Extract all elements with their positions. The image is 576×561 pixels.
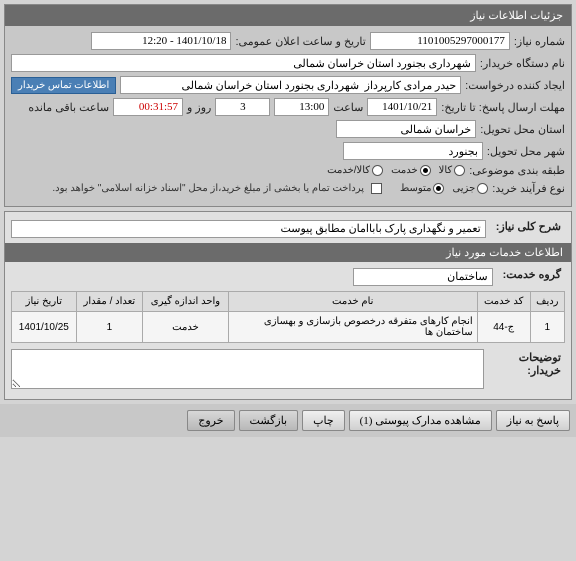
td-name: انجام کارهای متفرقه درخصوص بازسازی و بهس… [228,312,477,343]
table-header-row: ردیف کد خدمت نام خدمت واحد اندازه گیری ت… [12,292,565,312]
desc-label: شرح کلی نیاز: [492,218,565,235]
th-qty: تعداد / مقدار [76,292,142,312]
deadline-date-field [367,98,437,116]
process-label: نوع فرآیند خرید: [492,182,565,195]
payment-checkbox[interactable]: پرداخت تمام یا بخشی از مبلغ خرید،از محل … [48,181,382,196]
panel-title: جزئیات اطلاعات نیاز [5,5,571,26]
th-date: تاریخ نیاز [12,292,77,312]
time-label-1: ساعت [333,101,363,114]
announce-field [91,32,231,50]
desc-field [11,220,486,238]
back-button[interactable]: بازگشت [239,410,299,431]
services-table: ردیف کد خدمت نام خدمت واحد اندازه گیری ت… [11,291,565,343]
group-field [353,268,493,286]
th-unit: واحد اندازه گیری [143,292,229,312]
proc-minor-option[interactable]: جزیی [452,183,488,194]
buyer-field [11,54,476,72]
docs-button[interactable]: مشاهده مدارک پیوستی (1) [349,410,492,431]
province-field [336,120,476,138]
exit-button[interactable]: خروج [187,410,234,431]
contact-button[interactable]: اطلاعات تماس خریدار [11,77,116,94]
services-header: اطلاعات خدمات مورد نیاز [5,243,571,262]
cat-both-option[interactable]: کالا/خدمت [327,165,383,176]
print-button[interactable]: چاپ [302,410,345,431]
need-no-label: شماره نیاز: [514,35,565,48]
th-idx: ردیف [530,292,564,312]
cat-service-option[interactable]: خدمت [391,165,431,176]
td-code: ج-44 [477,312,530,343]
requester-label: ایجاد کننده درخواست: [465,79,565,92]
category-label: طبقه بندی موضوعی: [469,164,565,177]
radio-icon [433,183,444,194]
td-date: 1401/10/25 [12,312,77,343]
province-label: استان محل تحویل: [480,123,565,136]
deadline-label: مهلت ارسال پاسخ: تا تاریخ: [441,101,565,114]
panel-body: شماره نیاز: تاریخ و ساعت اعلان عمومی: نا… [5,26,571,206]
radio-icon [420,165,431,176]
group-label: گروه خدمت: [499,266,565,283]
details-panel: جزئیات اطلاعات نیاز شماره نیاز: تاریخ و … [4,4,572,207]
buyer-notes-label: توضیحات خریدار: [490,349,565,379]
cat-goods-option[interactable]: کالا [439,165,466,176]
radio-icon [477,183,488,194]
process-radios: جزیی متوسط [400,183,488,194]
city-label: شهر محل تحویل: [487,145,565,158]
radio-icon [454,165,465,176]
desc-section: شرح کلی نیاز: اطلاعات خدمات مورد نیاز گر… [4,211,572,400]
th-code: کد خدمت [477,292,530,312]
td-idx: 1 [530,312,564,343]
city-field [343,142,483,160]
td-qty: 1 [76,312,142,343]
buyer-label: نام دستگاه خریدار: [480,57,565,70]
table-row: 1 ج-44 انجام کارهای متفرقه درخصوص بازساز… [12,312,565,343]
remaining-field [113,98,183,116]
proc-medium-option[interactable]: متوسط [400,183,444,194]
footer-buttons: پاسخ به نیاز مشاهده مدارک پیوستی (1) چاپ… [0,404,576,437]
remaining-label: ساعت باقی مانده [28,101,109,114]
radio-icon [372,165,383,176]
days-field [215,98,270,116]
days-label: روز و [187,101,211,114]
need-no-field [370,32,510,50]
category-radios: کالا خدمت کالا/خدمت [327,165,465,176]
announce-label: تاریخ و ساعت اعلان عمومی: [235,35,365,48]
checkbox-icon [371,183,382,194]
requester-field [120,76,461,94]
th-name: نام خدمت [228,292,477,312]
td-unit: خدمت [143,312,229,343]
deadline-time-field [274,98,329,116]
buyer-notes-field [11,349,484,389]
reply-button[interactable]: پاسخ به نیاز [496,410,570,431]
